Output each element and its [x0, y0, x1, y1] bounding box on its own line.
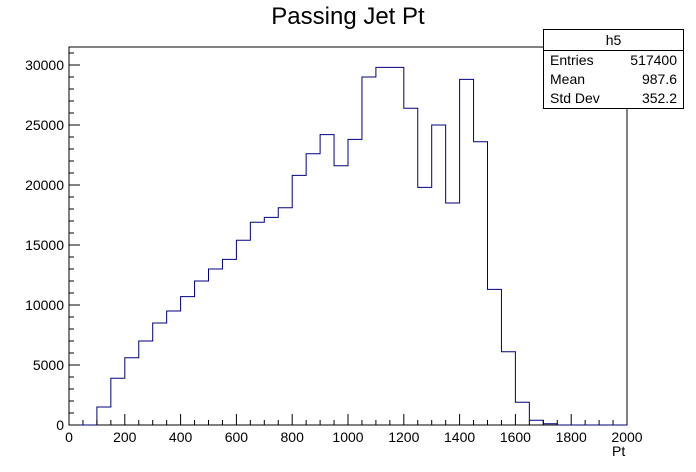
histogram-bin [278, 208, 292, 425]
stats-box-name: h5 [544, 30, 683, 51]
histogram-bin [264, 217, 278, 425]
histogram-bin [348, 139, 362, 425]
histogram-bin [97, 407, 111, 425]
x-tick-label: 1400 [444, 429, 475, 445]
y-tick-label: 0 [56, 417, 64, 433]
x-tick-label: 400 [169, 429, 193, 445]
y-tick-label: 30000 [25, 57, 64, 73]
histogram-bin [111, 378, 125, 425]
histogram-bin [460, 79, 474, 425]
histogram-outline [69, 66, 627, 426]
histogram-bin [515, 402, 529, 425]
histogram-bin [292, 175, 306, 425]
histogram-bin [153, 323, 167, 425]
y-tick-label: 25000 [25, 117, 64, 133]
histogram-bin [501, 352, 515, 425]
histogram-bin [250, 222, 264, 425]
histogram-bin [390, 67, 404, 425]
histogram-bin [376, 67, 390, 425]
x-tick-label: 1000 [332, 429, 363, 445]
histogram-bin [529, 420, 543, 425]
stats-value: 987.6 [641, 71, 677, 87]
histogram-bin [236, 240, 250, 425]
x-tick-label: 600 [225, 429, 249, 445]
stats-value: 352.2 [641, 90, 677, 106]
x-tick-label: 800 [281, 429, 305, 445]
stats-row-entries: Entries 517400 [544, 51, 683, 70]
histogram-bin [181, 297, 195, 425]
stats-box: h5 Entries 517400 Mean 987.6 Std Dev 352… [543, 29, 684, 109]
y-tick-label: 10000 [25, 297, 64, 313]
y-tick-label: 5000 [33, 357, 64, 373]
histogram-bin [446, 203, 460, 425]
stats-label: Entries [550, 52, 594, 68]
histogram-bin [306, 154, 320, 425]
stats-label: Mean [550, 71, 586, 87]
stats-label: Std Dev [550, 90, 600, 106]
histogram-bin [209, 269, 223, 425]
histogram-bin [222, 259, 236, 425]
x-axis-label: Pt [612, 443, 626, 459]
histogram-bin [404, 108, 418, 425]
x-tick-label: 1600 [500, 429, 531, 445]
histogram-bin [432, 125, 446, 425]
x-tick-label: 200 [113, 429, 137, 445]
histogram-bin [195, 281, 209, 425]
stats-value: 517400 [630, 52, 677, 68]
histogram-bin [125, 358, 139, 425]
y-tick-label: 15000 [25, 237, 64, 253]
histogram-bin [362, 77, 376, 425]
x-tick-label: 0 [65, 429, 73, 445]
histogram-bin [320, 135, 334, 425]
histogram-bin [488, 289, 502, 425]
histogram-bin [334, 166, 348, 425]
stats-row-mean: Mean 987.6 [544, 70, 683, 89]
histogram-bin [474, 142, 488, 425]
histogram-bin [139, 341, 153, 425]
chart-title: Passing Jet Pt [271, 3, 425, 30]
histogram-bin [167, 311, 181, 425]
stats-row-std-dev: Std Dev 352.2 [544, 89, 683, 108]
y-tick-label: 20000 [25, 177, 64, 193]
x-tick-label: 1800 [556, 429, 587, 445]
x-tick-label: 1200 [388, 429, 419, 445]
x-tick-label: 2000 [611, 429, 642, 445]
histogram-bin [418, 187, 432, 425]
